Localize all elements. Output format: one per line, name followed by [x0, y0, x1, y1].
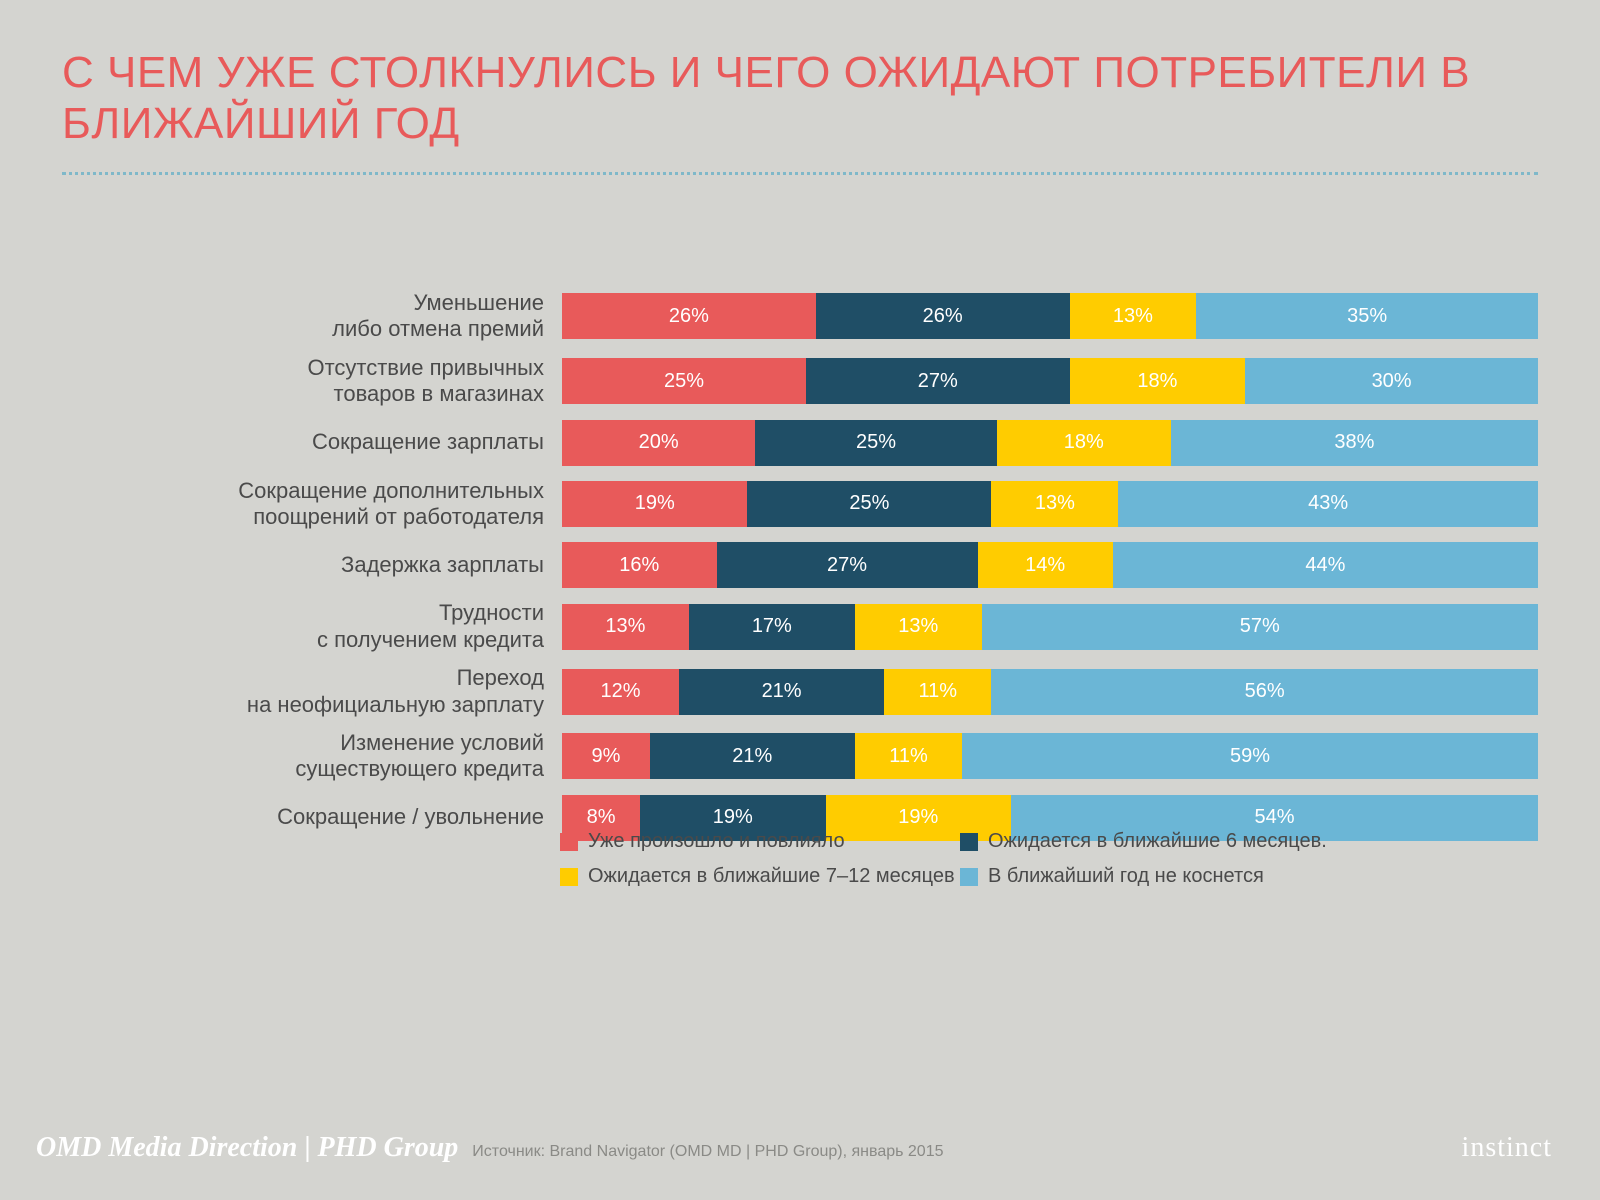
bar-segment-expect712: 11%: [884, 669, 991, 715]
bar-segment-notaffect: 30%: [1245, 358, 1538, 404]
brand-right-logo: instinct: [1462, 1132, 1552, 1164]
legend-label: В ближайший год не коснется: [988, 865, 1264, 888]
category-label: Сокращение / увольнение: [62, 804, 562, 830]
stacked-bar: 19%25%13%43%: [562, 481, 1538, 527]
bar-segment-expect712: 13%: [991, 481, 1118, 527]
stacked-bar: 16%27%14%44%: [562, 542, 1538, 588]
source-text: Источник: Brand Navigator (OMD MD | PHD …: [472, 1143, 943, 1161]
bar-segment-notaffect: 44%: [1113, 542, 1538, 588]
bar-segment-notaffect: 35%: [1196, 293, 1538, 339]
stacked-bar-chart: Уменьшениелибо отмена премий26%26%13%35%…: [62, 290, 1538, 853]
footer-left: OMD Media Direction | PHD Group Источник…: [36, 1132, 944, 1164]
bar-segment-happened: 19%: [562, 481, 747, 527]
bar-segment-expect6: 25%: [755, 420, 997, 466]
legend-swatch: [960, 868, 978, 886]
brand-pipe: |: [304, 1132, 317, 1163]
legend-swatch: [560, 833, 578, 851]
category-label: Сокращение дополнительныхпоощрений от ра…: [62, 478, 562, 531]
chart-row: Трудностис получением кредита13%17%13%57…: [62, 600, 1538, 653]
bar-segment-expect6: 25%: [747, 481, 991, 527]
bar-segment-expect6: 27%: [806, 358, 1070, 404]
bar-segment-expect6: 27%: [717, 542, 978, 588]
category-label: Переходна неофициальную зарплату: [62, 665, 562, 718]
bar-segment-happened: 20%: [562, 420, 755, 466]
stacked-bar: 12%21%11%56%: [562, 669, 1538, 715]
brand-omd: OMD Media Direction: [36, 1132, 297, 1163]
chart-row: Отсутствие привычныхтоваров в магазинах2…: [62, 355, 1538, 408]
chart-row: Сокращение дополнительныхпоощрений от ра…: [62, 478, 1538, 531]
chart-row: Уменьшениелибо отмена премий26%26%13%35%: [62, 290, 1538, 343]
bar-segment-expect712: 11%: [855, 733, 962, 779]
stacked-bar: 25%27%18%30%: [562, 358, 1538, 404]
legend-item-expect712: Ожидается в ближайшие 7–12 месяцев: [560, 865, 960, 888]
bar-segment-expect6: 17%: [689, 604, 855, 650]
legend-swatch: [960, 833, 978, 851]
legend-label: Уже произошло и повлияло: [588, 830, 845, 853]
chart-row: Переходна неофициальную зарплату12%21%11…: [62, 665, 1538, 718]
bar-segment-happened: 26%: [562, 293, 816, 339]
category-label: Уменьшениелибо отмена премий: [62, 290, 562, 343]
chart-legend: Уже произошло и повлияло Ожидается в ближ…: [560, 830, 1380, 900]
bar-segment-expect712: 13%: [1070, 293, 1197, 339]
bar-segment-expect712: 13%: [855, 604, 982, 650]
category-label: Отсутствие привычныхтоваров в магазинах: [62, 355, 562, 408]
bar-segment-happened: 25%: [562, 358, 806, 404]
legend-label: Ожидается в ближайшие 6 месяцев.: [988, 830, 1327, 853]
bar-segment-happened: 12%: [562, 669, 679, 715]
bar-segment-expect712: 14%: [978, 542, 1113, 588]
chart-row: Задержка зарплаты16%27%14%44%: [62, 542, 1538, 588]
bar-segment-expect712: 18%: [1070, 358, 1246, 404]
legend-item-expect6: Ожидается в ближайшие 6 месяцев.: [960, 830, 1360, 853]
bar-segment-expect6: 21%: [679, 669, 884, 715]
bar-segment-expect6: 26%: [816, 293, 1070, 339]
brand-left-logo: OMD Media Direction | PHD Group: [36, 1132, 458, 1164]
chart-row: Сокращение зарплаты20%25%18%38%: [62, 420, 1538, 466]
stacked-bar: 9%21%11%59%: [562, 733, 1538, 779]
category-label: Задержка зарплаты: [62, 552, 562, 578]
title-divider: [62, 172, 1538, 175]
legend-swatch: [560, 868, 578, 886]
stacked-bar: 20%25%18%38%: [562, 420, 1538, 466]
bar-segment-happened: 9%: [562, 733, 650, 779]
bar-segment-notaffect: 38%: [1171, 420, 1538, 466]
legend-item-happened: Уже произошло и повлияло: [560, 830, 960, 853]
bar-segment-happened: 13%: [562, 604, 689, 650]
bar-segment-notaffect: 56%: [991, 669, 1538, 715]
bar-segment-notaffect: 57%: [982, 604, 1538, 650]
bar-segment-notaffect: 59%: [962, 733, 1538, 779]
legend-label: Ожидается в ближайшие 7–12 месяцев: [588, 865, 955, 888]
category-label: Трудностис получением кредита: [62, 600, 562, 653]
category-label: Сокращение зарплаты: [62, 429, 562, 455]
bar-segment-expect6: 21%: [650, 733, 855, 779]
stacked-bar: 13%17%13%57%: [562, 604, 1538, 650]
brand-phd: PHD Group: [318, 1132, 459, 1163]
chart-row: Изменение условийсуществующего кредита9%…: [62, 730, 1538, 783]
slide-title: С ЧЕМ УЖЕ СТОЛКНУЛИСЬ И ЧЕГО ОЖИДАЮТ ПОТ…: [62, 48, 1600, 149]
bar-segment-happened: 16%: [562, 542, 717, 588]
category-label: Изменение условийсуществующего кредита: [62, 730, 562, 783]
bar-segment-expect712: 18%: [997, 420, 1171, 466]
stacked-bar: 26%26%13%35%: [562, 293, 1538, 339]
legend-item-notaffect: В ближайший год не коснется: [960, 865, 1360, 888]
bar-segment-notaffect: 43%: [1118, 481, 1538, 527]
